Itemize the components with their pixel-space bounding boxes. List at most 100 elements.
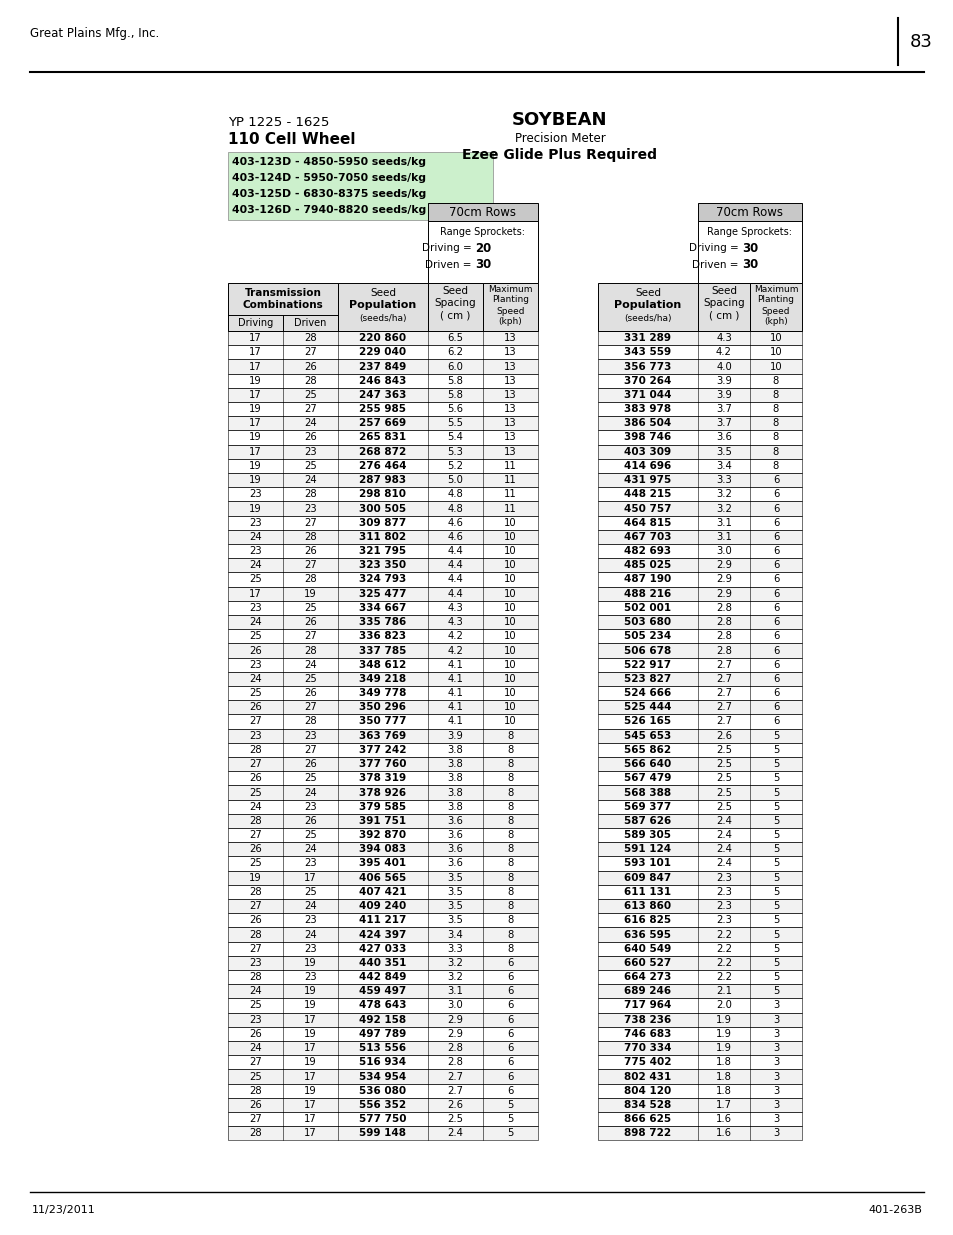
Text: 19: 19	[249, 873, 262, 883]
Text: 8: 8	[507, 873, 513, 883]
Text: 2.4: 2.4	[447, 1129, 463, 1139]
Text: (kph): (kph)	[763, 317, 787, 326]
Text: 3.1: 3.1	[716, 517, 731, 527]
Text: 482 693: 482 693	[624, 546, 671, 556]
Text: 23: 23	[249, 958, 261, 968]
Text: 6: 6	[772, 603, 779, 613]
Text: 3: 3	[772, 1129, 779, 1139]
Text: 406 565: 406 565	[359, 873, 406, 883]
Bar	[598, 1026, 801, 1041]
Text: 19: 19	[304, 1057, 316, 1067]
Text: 23: 23	[249, 603, 261, 613]
Text: 2.4: 2.4	[716, 830, 731, 840]
Text: 2.6: 2.6	[447, 1100, 463, 1110]
Text: 568 388: 568 388	[624, 788, 671, 798]
Text: 2.3: 2.3	[716, 873, 731, 883]
Text: 770 334: 770 334	[623, 1044, 671, 1053]
Text: 2.4: 2.4	[716, 858, 731, 868]
Text: 298 810: 298 810	[359, 489, 406, 499]
Text: 6: 6	[507, 987, 513, 997]
Text: 10: 10	[503, 688, 517, 698]
Text: 28: 28	[304, 489, 316, 499]
Text: 17: 17	[249, 347, 262, 357]
Text: 10: 10	[503, 631, 517, 641]
Text: 378 926: 378 926	[359, 788, 406, 798]
Text: 255 985: 255 985	[359, 404, 406, 414]
Text: 17: 17	[304, 1129, 316, 1139]
Text: Spacing: Spacing	[702, 298, 744, 308]
Bar	[228, 672, 537, 685]
Bar	[228, 445, 537, 458]
Text: 4.1: 4.1	[447, 659, 463, 669]
Text: 6: 6	[772, 504, 779, 514]
Bar	[598, 884, 801, 899]
Text: 478 643: 478 643	[359, 1000, 406, 1010]
Text: 3.6: 3.6	[447, 830, 463, 840]
Text: 2.7: 2.7	[716, 659, 731, 669]
Text: 13: 13	[503, 333, 517, 343]
Bar	[228, 672, 537, 685]
Bar	[598, 1055, 801, 1070]
Text: 23: 23	[249, 1015, 261, 1025]
Bar	[598, 842, 801, 856]
Text: 427 033: 427 033	[359, 944, 406, 953]
Text: 1.6: 1.6	[716, 1114, 731, 1124]
Text: 83: 83	[909, 33, 932, 51]
Text: 467 703: 467 703	[623, 532, 671, 542]
Text: 350 296: 350 296	[359, 703, 406, 713]
Text: 4.4: 4.4	[447, 546, 463, 556]
Text: 2.8: 2.8	[716, 603, 731, 613]
Text: 2.8: 2.8	[716, 646, 731, 656]
Bar	[337, 283, 428, 331]
Bar	[228, 1041, 537, 1055]
Bar	[228, 685, 537, 700]
Text: 19: 19	[304, 1086, 316, 1095]
Text: 2.2: 2.2	[716, 972, 731, 982]
Bar	[598, 1041, 801, 1055]
Text: 2.2: 2.2	[716, 930, 731, 940]
Text: 6: 6	[507, 1029, 513, 1039]
Text: 834 528: 834 528	[623, 1100, 671, 1110]
Text: 28: 28	[304, 333, 316, 343]
Text: 2.2: 2.2	[716, 958, 731, 968]
Text: 8: 8	[772, 461, 779, 471]
Bar	[228, 871, 537, 884]
Text: 3.4: 3.4	[716, 461, 731, 471]
Text: 1.8: 1.8	[716, 1086, 731, 1095]
Bar	[598, 657, 801, 672]
Bar	[598, 1112, 801, 1126]
Bar	[598, 515, 801, 530]
Bar	[598, 814, 801, 827]
Text: 27: 27	[304, 517, 316, 527]
Bar	[228, 969, 537, 984]
Bar	[598, 742, 801, 757]
Text: 27: 27	[249, 760, 262, 769]
Bar	[598, 1070, 801, 1083]
Text: 24: 24	[304, 902, 316, 911]
Text: 10: 10	[769, 347, 781, 357]
Bar	[228, 969, 537, 984]
Text: 2.1: 2.1	[716, 987, 731, 997]
Text: 377 760: 377 760	[359, 760, 406, 769]
Text: 2.6: 2.6	[716, 731, 731, 741]
Text: 24: 24	[249, 561, 261, 571]
Bar	[228, 1055, 537, 1070]
Bar	[228, 458, 537, 473]
Text: Range Sprockets:: Range Sprockets:	[707, 227, 792, 237]
Text: 28: 28	[304, 375, 316, 385]
Text: 26: 26	[304, 432, 316, 442]
Text: 23: 23	[304, 944, 316, 953]
Text: 25: 25	[304, 773, 316, 783]
Text: 3: 3	[772, 1100, 779, 1110]
Text: 10: 10	[503, 589, 517, 599]
Bar	[598, 643, 801, 657]
Text: 616 825: 616 825	[624, 915, 671, 925]
Bar	[228, 445, 537, 458]
Text: 23: 23	[304, 447, 316, 457]
Bar	[598, 572, 801, 587]
Bar	[698, 221, 801, 283]
Bar	[228, 998, 537, 1013]
Text: 5: 5	[772, 902, 779, 911]
Text: 25: 25	[304, 603, 316, 613]
Text: 3.7: 3.7	[716, 404, 731, 414]
